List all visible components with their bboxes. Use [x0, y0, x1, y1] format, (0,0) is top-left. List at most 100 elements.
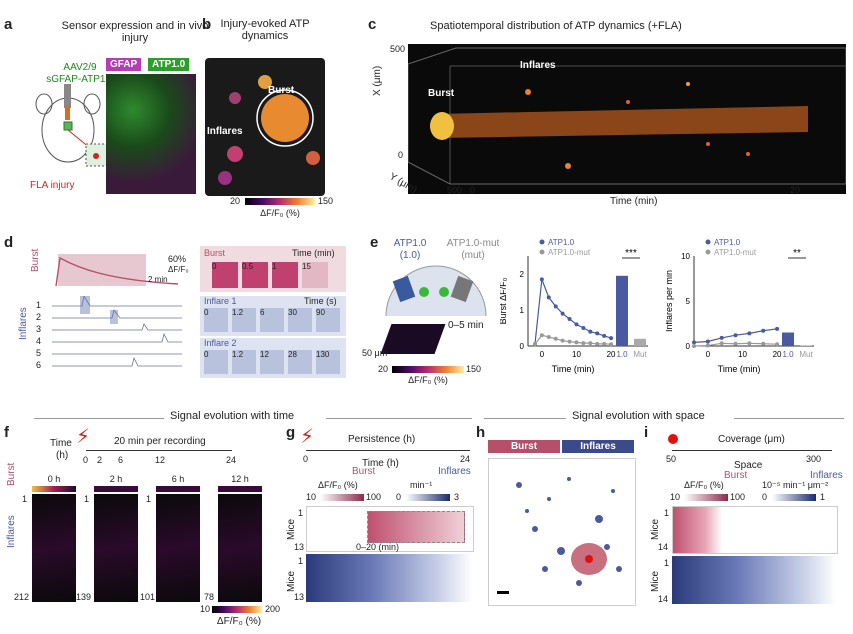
atp-image: [205, 58, 325, 196]
montage-burst: Burst Time (min) 0 0.5 1 15: [200, 246, 346, 292]
panel-c-x-max: 500: [390, 44, 406, 54]
series-point-0: [574, 322, 579, 327]
panel-f-colorbar: [212, 606, 262, 613]
tag-gfap: GFAP: [106, 58, 142, 71]
panel-g-inset-label: 0–20 (min): [356, 542, 400, 552]
series-point-1: [560, 338, 565, 343]
panel-i-space: Space: [734, 460, 763, 471]
bar-1: [634, 338, 646, 346]
trace-id-5: 5: [36, 348, 42, 358]
raster-1-burstbar: [94, 486, 138, 492]
raster-3-title: 12 h: [231, 474, 249, 484]
panel-label-b: b: [202, 16, 212, 33]
raster-2-title: 6 h: [171, 474, 185, 484]
series-point-0: [560, 311, 565, 316]
panel-g-cbar1-max: 100: [366, 492, 382, 502]
panel-i-mice-1b: 1: [664, 558, 670, 568]
bar-label-1: Mut: [799, 350, 813, 359]
series-point-0: [567, 317, 572, 321]
panel-label-a: a: [4, 16, 13, 33]
series-point-1: [719, 341, 724, 346]
panel-i-title: Coverage (μm): [718, 434, 785, 445]
series-point-0: [581, 326, 586, 330]
panel-label-i: i: [644, 424, 649, 441]
scale-pct: 60%: [168, 254, 187, 264]
panel-g-cbar1-unit: ΔF/F₀ (%): [318, 480, 358, 490]
series-point-1: [581, 341, 586, 346]
panel-i-mice-14b: 14: [658, 594, 669, 604]
panel-f-tick-0: 0: [83, 455, 89, 465]
raster-0-title: 0 h: [47, 474, 61, 484]
raster-0-top: 1: [22, 494, 28, 504]
series-point-1: [546, 335, 551, 339]
bar-0: [782, 332, 794, 346]
panel-i-cbar2-max: 1: [820, 492, 826, 502]
x-tick: 20: [773, 350, 782, 359]
panel-f-burst: Burst: [6, 462, 17, 486]
x-tick: 10: [738, 350, 747, 359]
raster-2-image: [156, 494, 200, 602]
trace-id-4: 4: [36, 336, 42, 346]
lightning-icon: ⚡: [76, 426, 91, 448]
panel-g-mice-13: 13: [294, 542, 305, 552]
panel-g-cbar2: [406, 494, 450, 501]
inflare1-frame-0: 0: [204, 308, 228, 332]
panel-g-inflare-heatmap: [306, 554, 472, 602]
inflare2-frame-2: 12: [260, 350, 284, 374]
panel-f-tick-12: 12: [155, 455, 166, 465]
montage-burst-title: Burst: [204, 248, 226, 258]
panel-f-tick-2: 2: [97, 455, 103, 465]
panel-f-axis: [86, 450, 232, 451]
panel-i-cbar1-max: 100: [730, 492, 746, 502]
panel-d-inflares-label: Inflares: [18, 307, 29, 340]
panel-g-axis-max: 24: [460, 454, 471, 464]
series-point-0: [602, 333, 607, 338]
panel-c-title: Spatiotemporal distribution of ATP dynam…: [430, 20, 682, 32]
series-point-0: [588, 329, 593, 334]
panel-c-3d-plot: [407, 44, 847, 194]
panel-i-inflare-heatmap: [672, 556, 836, 604]
significance-stars: ***: [625, 248, 637, 259]
raster-1-image: [94, 494, 138, 602]
scale-time: 2 min: [148, 275, 168, 284]
panel-g-cbar2-unit: min⁻¹: [410, 480, 433, 490]
panel-c-burst: Burst: [428, 88, 455, 99]
y-tick: 1: [520, 306, 525, 315]
montage-inflare1-unit: Time (s): [304, 296, 337, 306]
sensor-schematic: [385, 265, 487, 317]
panel-b-burst: Burst: [268, 85, 295, 96]
raster-0-image: [32, 494, 76, 602]
series-point-1: [602, 341, 607, 346]
burst-frame-2: 1: [272, 262, 298, 288]
panel-i-inflares: Inflares: [810, 470, 843, 481]
inflare2-frame-0: 0: [204, 350, 228, 374]
panel-b-inflares: Inflares: [207, 126, 243, 137]
chart-inflares: Inflares per min Time (min) 0 5 10 0 10 20 ATP1.…: [666, 238, 814, 374]
panel-i-mice-top-label: Mice: [650, 518, 661, 540]
panel-b-cbar-min: 20: [230, 196, 241, 206]
series-point-0: [705, 339, 710, 344]
raster-1-title: 2 h: [109, 474, 123, 484]
series-point-1: [733, 341, 738, 346]
montage-inflare2-title: Inflare 2: [204, 338, 237, 348]
series-point-0: [775, 326, 780, 331]
panel-g-cbar2-max: 3: [454, 492, 460, 502]
montage-inflare-1: Inflare 1 Time (s) 0 1.2 6 30 90: [200, 296, 346, 336]
raster-3-bottom: 78: [204, 592, 215, 602]
panel-i-mice-1: 1: [664, 508, 670, 518]
panel-label-c: c: [368, 16, 377, 33]
panel-a-injury: FLA injury: [30, 180, 75, 191]
panel-i-cbar2-min: 0: [762, 492, 768, 502]
inflare2-frame-4: 130: [316, 350, 340, 374]
y-label: Burst ΔF/F₀: [500, 277, 508, 324]
panel-c-inflares: Inflares: [520, 60, 556, 71]
legend-label-0: ATP1.0: [548, 238, 575, 247]
raster-2-burstbar: [156, 486, 200, 492]
section-line-space-left: [484, 418, 566, 419]
panel-c-x-min: 0: [398, 150, 404, 160]
panel-g-mice-top-label: Mice: [286, 518, 297, 540]
legend-marker-1: [539, 249, 545, 255]
series-point-1: [747, 341, 752, 346]
montage-inflare1-title: Inflare 1: [204, 296, 237, 306]
series-line-1: [534, 334, 612, 345]
